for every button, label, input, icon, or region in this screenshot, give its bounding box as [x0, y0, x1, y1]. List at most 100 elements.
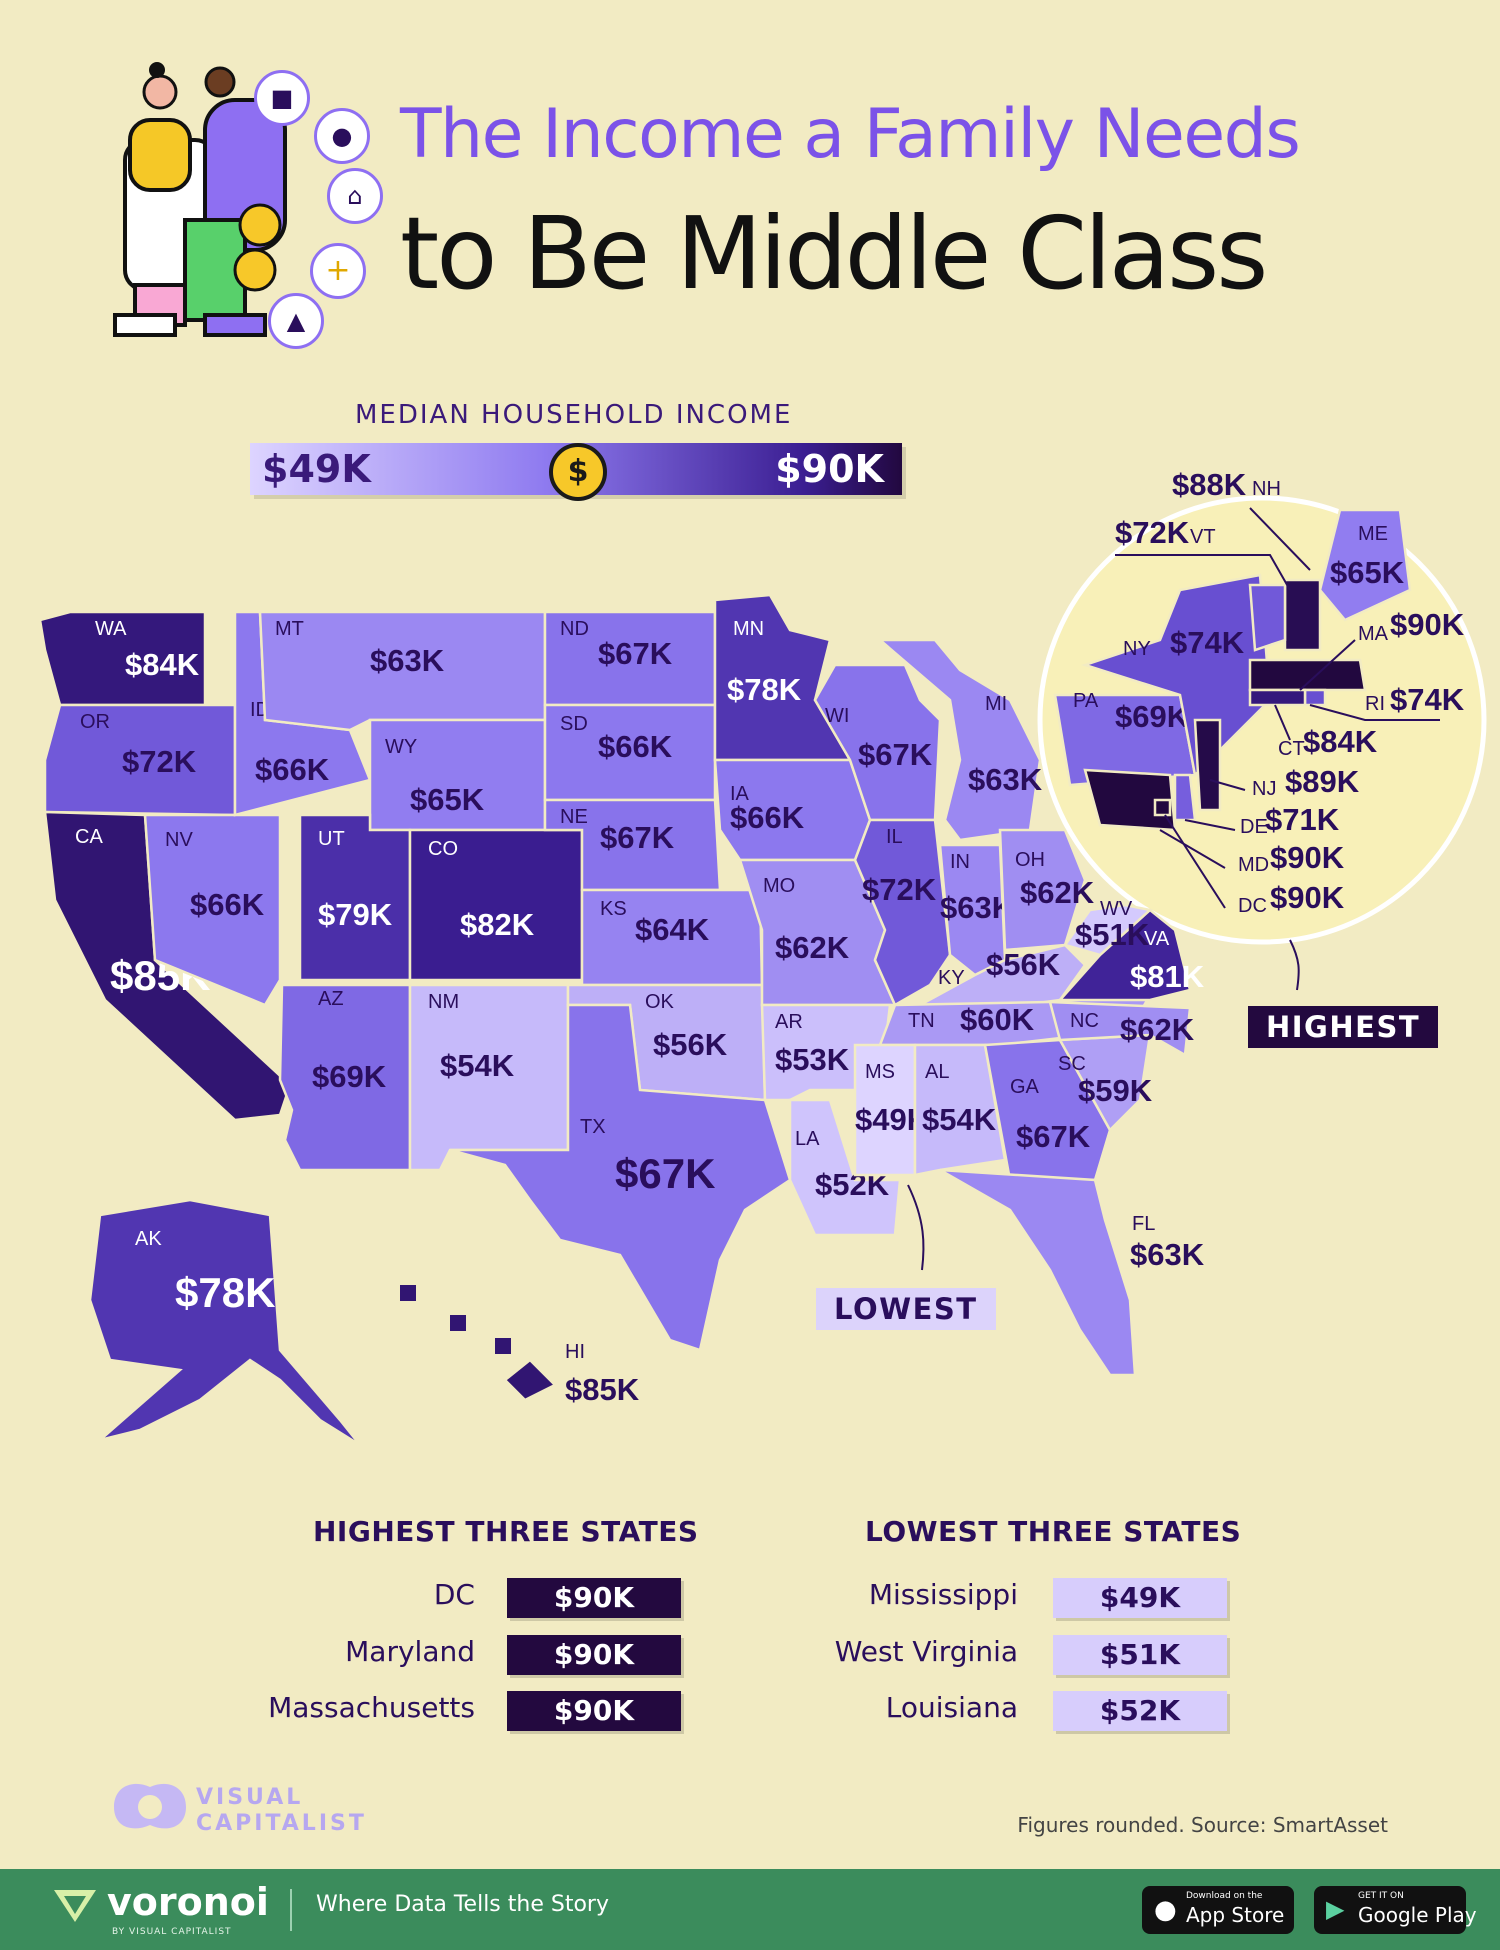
- state-dc: [1153, 798, 1172, 817]
- state-or: [43, 703, 237, 817]
- state-abbr-ny: NY: [1123, 638, 1151, 660]
- leader-line: [1274, 704, 1291, 741]
- state-de: [1173, 773, 1197, 822]
- state-abbr-la: LA: [795, 1128, 820, 1150]
- leader-line: [1209, 779, 1246, 791]
- state-value-hi: $85K: [565, 1372, 640, 1407]
- state-ma: [1248, 658, 1367, 692]
- leader-line: [1184, 819, 1236, 831]
- callout-highest: HIGHEST: [1248, 1006, 1439, 1048]
- state-value-ar: $53K: [775, 1042, 850, 1077]
- highest-row-name: Massachusetts: [268, 1691, 475, 1724]
- lowest-row-name: Louisiana: [885, 1691, 1018, 1724]
- state-value-nm: $54K: [440, 1048, 515, 1083]
- state-abbr-in: IN: [950, 851, 970, 873]
- state-abbr-tx: TX: [580, 1116, 606, 1138]
- arrow-to-lowest: [907, 1184, 925, 1271]
- voronoi-logo[interactable]: voronoi: [107, 1880, 269, 1924]
- state-abbr-hi: HI: [565, 1341, 585, 1363]
- arrow-to-highest: [1289, 939, 1300, 991]
- app-store-button[interactable]: ● Download on the App Store: [1142, 1886, 1294, 1934]
- utensils-icon: ●: [314, 108, 370, 164]
- state-abbr-mt: MT: [275, 618, 304, 640]
- state-abbr-or: OR: [80, 711, 110, 733]
- google-play-small: GET IT ON: [1358, 1891, 1404, 1901]
- state-abbr-ok: OK: [645, 991, 675, 1013]
- state-abbr-oh: OH: [1015, 849, 1045, 871]
- lowest-row-value: $51K: [1053, 1635, 1227, 1675]
- plus-icon: +: [310, 243, 366, 299]
- state-value-me: $65K: [1330, 555, 1405, 590]
- state-abbr-az: AZ: [318, 988, 344, 1010]
- state-value-ny: $74K: [1170, 625, 1245, 660]
- state-abbr-de: DE: [1240, 816, 1268, 838]
- state-wv: [1062, 903, 1153, 957]
- state-al: [913, 1043, 1007, 1177]
- leader-line: [1115, 554, 1291, 591]
- visual-capitalist-wordmark: VISUAL CAPITALIST: [196, 1785, 367, 1837]
- state-value-nv: $66K: [190, 887, 265, 922]
- brand-line2: CAPITALIST: [196, 1811, 367, 1836]
- apple-icon: ●: [1154, 1895, 1177, 1925]
- google-play-button[interactable]: ▶ GET IT ON Google Play: [1314, 1886, 1477, 1934]
- footer-divider: [290, 1889, 292, 1931]
- leader-line: [1159, 829, 1226, 869]
- lowest-row-value: $49K: [1053, 1578, 1227, 1618]
- voronoi-logo-icon: [54, 1890, 96, 1922]
- state-value-sc: $59K: [1078, 1073, 1153, 1108]
- lowest-row-value: $52K: [1053, 1691, 1227, 1731]
- state-value-oh: $62K: [1020, 875, 1095, 910]
- lowest-three-title: LOWEST THREE STATES: [865, 1515, 1242, 1548]
- state-abbr-ut: UT: [318, 828, 345, 850]
- state-value-ak: $78K: [175, 1269, 275, 1316]
- state-value-tx: $67K: [615, 1150, 715, 1197]
- state-abbr-ky: KY: [938, 967, 965, 989]
- state-value-nj: $89K: [1285, 764, 1360, 799]
- lowest-row-name: Mississippi: [868, 1578, 1018, 1611]
- state-value-mn: $78K: [727, 672, 802, 707]
- state-tx: [449, 1003, 792, 1352]
- state-abbr-mo: MO: [763, 875, 795, 897]
- family-illustration: [113, 62, 287, 337]
- highest-row-value: $90K: [507, 1578, 681, 1618]
- state-value-va: $81K: [1130, 959, 1205, 994]
- state-abbr-va: VA: [1144, 928, 1170, 950]
- dollar-coin-icon: $: [549, 443, 607, 501]
- state-abbr-ms: MS: [865, 1061, 895, 1083]
- state-ct: [1248, 688, 1307, 707]
- state-value-wi: $67K: [858, 737, 933, 772]
- legend-max-label: $90K: [775, 447, 884, 491]
- leader-line: [1249, 507, 1311, 571]
- state-abbr-sc: SC: [1058, 1053, 1086, 1075]
- state-me: [1318, 508, 1412, 622]
- state-value-mt: $63K: [370, 643, 445, 678]
- lowest-row-name: West Virginia: [834, 1635, 1018, 1668]
- state-abbr-wa: WA: [95, 618, 127, 640]
- state-value-de: $71K: [1265, 802, 1340, 837]
- state-value-mi: $63K: [968, 762, 1043, 797]
- state-abbr-al: AL: [925, 1061, 949, 1083]
- legend-title: MEDIAN HOUSEHOLD INCOME: [355, 400, 793, 430]
- state-value-vt: $72K: [1115, 515, 1190, 550]
- state-abbr-ia: IA: [730, 783, 750, 805]
- state-value-wa: $84K: [125, 647, 200, 682]
- state-abbr-ca: CA: [75, 826, 103, 848]
- state-abbr-sd: SD: [560, 713, 588, 735]
- state-value-mo: $62K: [775, 930, 850, 965]
- highest-row-value: $90K: [507, 1635, 681, 1675]
- state-la: [788, 1098, 902, 1237]
- state-wi: [813, 663, 942, 822]
- state-abbr-wi: WI: [825, 705, 849, 727]
- state-abbr-tn: TN: [908, 1010, 935, 1032]
- state-hi: [503, 1358, 558, 1402]
- google-play-label: Google Play: [1358, 1903, 1477, 1927]
- state-value-al: $54K: [922, 1102, 997, 1137]
- state-abbr-me: ME: [1358, 523, 1388, 545]
- state-abbr-nc: NC: [1070, 1010, 1099, 1032]
- us-map: WA$84KOR$72KCA$85KNV$66KID$66KMT$63KWY$6…: [38, 467, 1487, 1447]
- state-abbr-ga: GA: [1010, 1076, 1040, 1098]
- state-value-tn: $60K: [960, 1002, 1035, 1037]
- leader-line: [1309, 704, 1440, 721]
- state-value-nd: $67K: [598, 636, 673, 671]
- state-abbr-pa: PA: [1073, 690, 1099, 712]
